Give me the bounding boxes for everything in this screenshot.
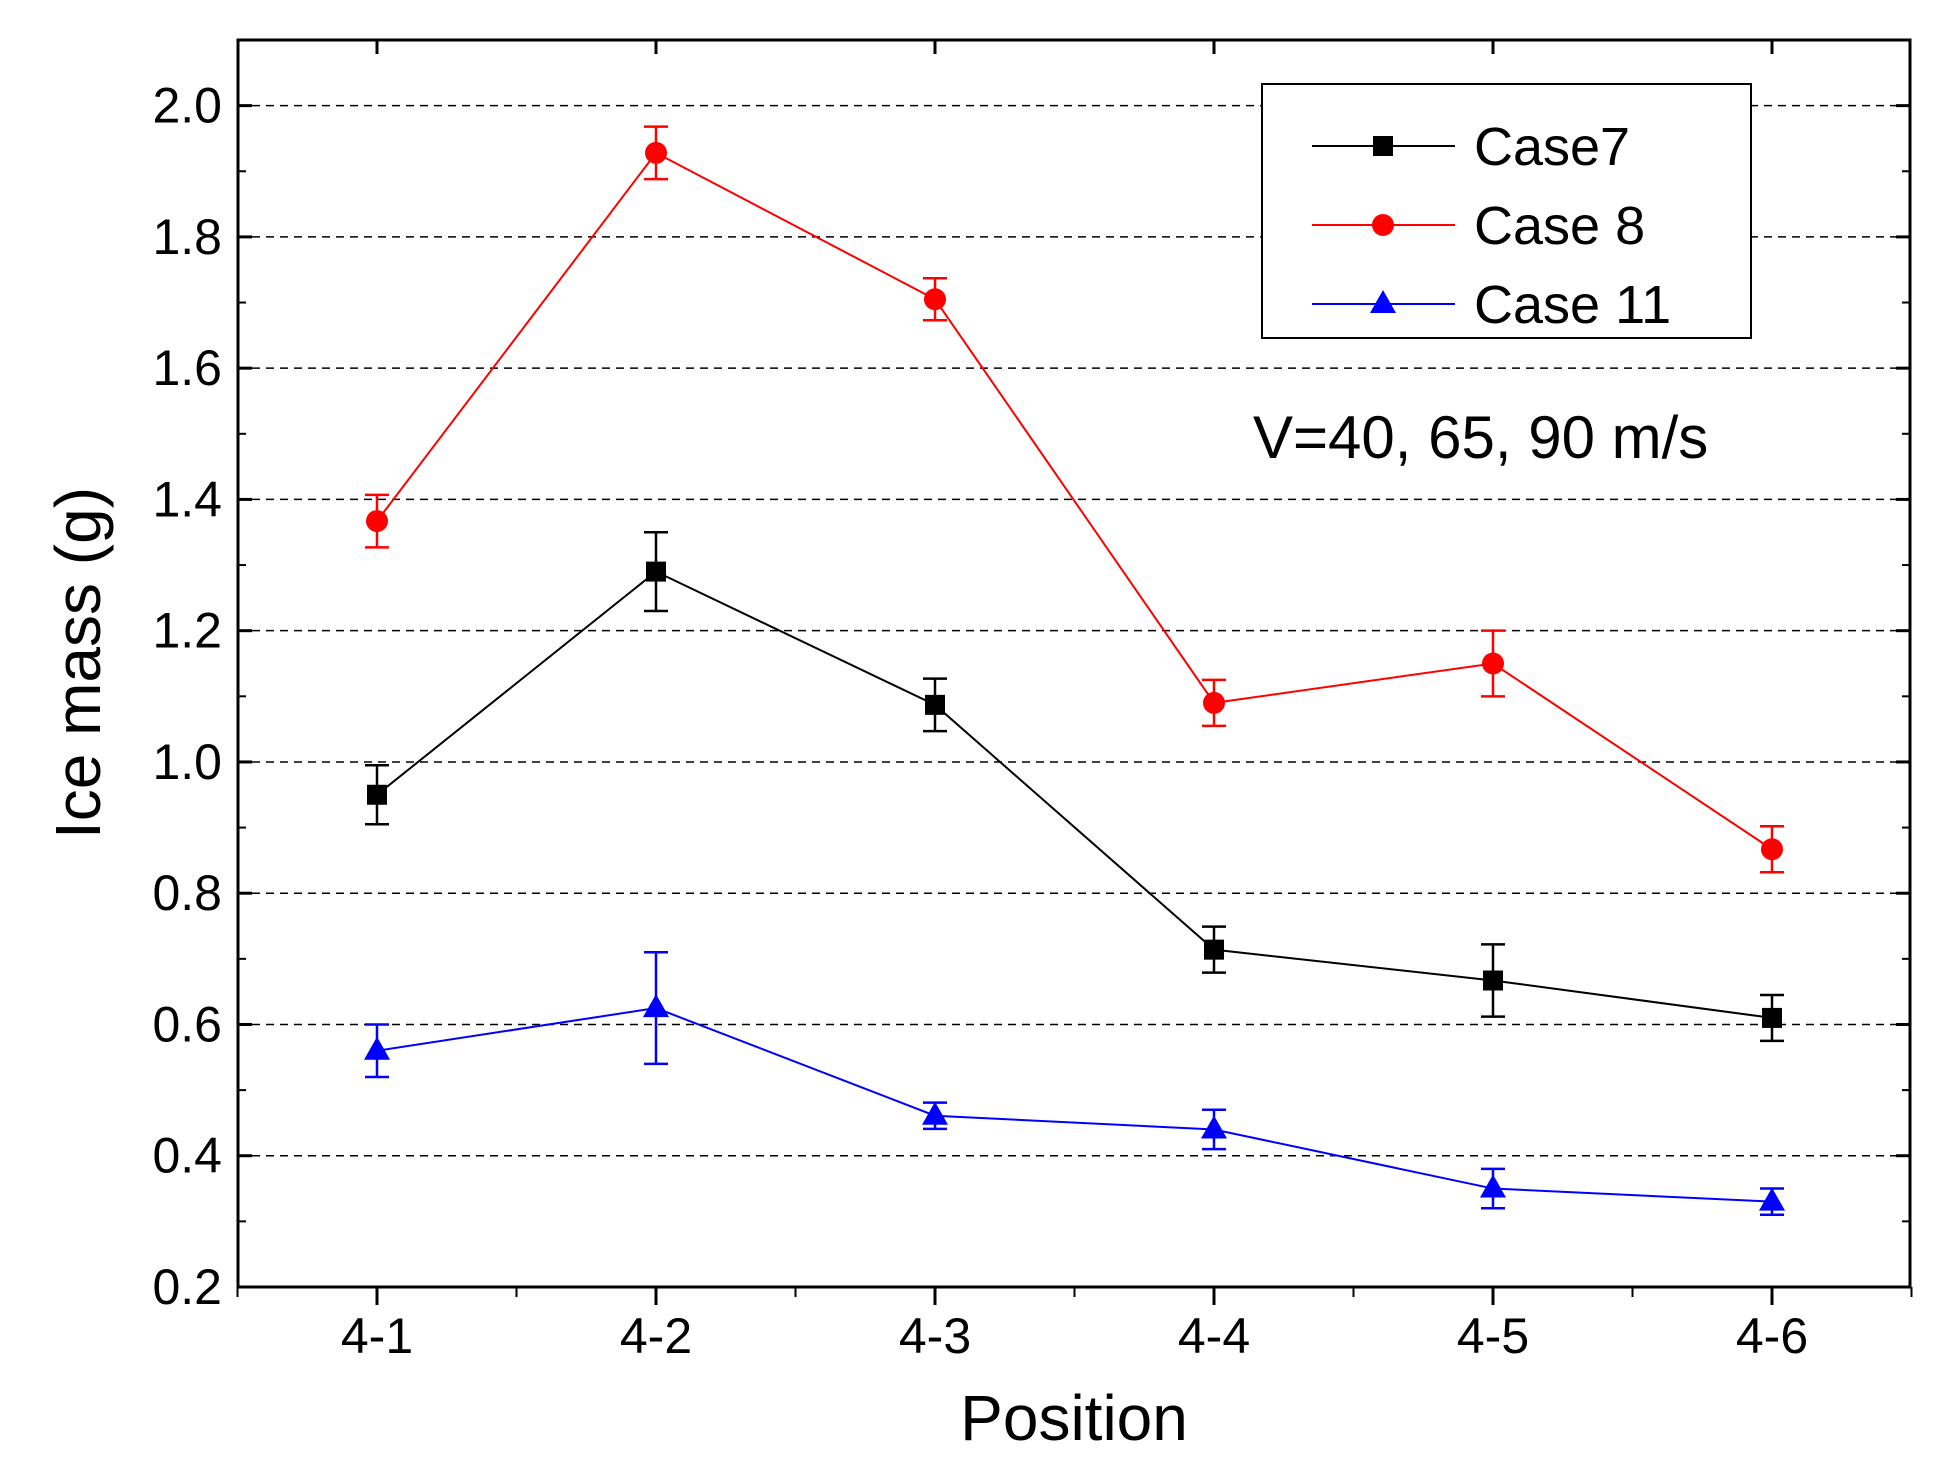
- axis-layer: 0.2 0.4 0.6 0.8 1.0 1.2 1.4 1.6 1.8 2.0 4-1 4-2 4-3 4…: [152, 40, 1913, 1364]
- y-tick-label: 0.6: [152, 996, 222, 1052]
- data-point: [1483, 970, 1503, 991]
- data-point: [1480, 1174, 1506, 1198]
- series-line: [376, 570, 1773, 1019]
- series-1: [365, 125, 1784, 874]
- annotation-text: V=40, 65, 90 m/s: [1253, 404, 1708, 471]
- y-axis-title: Ice mass (g): [42, 487, 114, 839]
- data-point: [367, 784, 387, 805]
- y-tick-label: 1.6: [152, 340, 222, 396]
- data-point: [366, 510, 388, 533]
- legend-label: Case7: [1474, 117, 1630, 177]
- x-tick-label: 4-3: [899, 1308, 971, 1364]
- data-point: [646, 561, 666, 582]
- x-tick-label: 4-5: [1457, 1308, 1529, 1364]
- series-2: [364, 951, 1785, 1217]
- y-tick-label: 1.8: [152, 209, 222, 265]
- legend-marker: [1373, 136, 1393, 156]
- data-point: [1762, 1007, 1782, 1028]
- data-point: [1201, 1115, 1227, 1139]
- legend: Case7 Case 8 Case 11: [1261, 83, 1752, 339]
- y-tick-label: 1.0: [152, 734, 222, 790]
- data-point: [1761, 838, 1783, 861]
- data-point: [1204, 939, 1224, 960]
- x-axis-title: Position: [960, 1382, 1188, 1454]
- legend-marker: [1372, 214, 1394, 236]
- data-point: [645, 141, 667, 164]
- y-tick-label: 0.4: [152, 1128, 222, 1184]
- legend-label: Case 8: [1474, 196, 1645, 256]
- legend-items: Case7 Case 8 Case 11: [1312, 117, 1671, 335]
- y-tick-label: 1.2: [152, 603, 222, 659]
- x-tick-label: 4-6: [1736, 1308, 1808, 1364]
- y-tick-label: 0.8: [152, 865, 222, 921]
- x-tick-label: 4-2: [620, 1308, 692, 1364]
- legend-box: [1261, 83, 1752, 339]
- series-line: [376, 151, 1773, 851]
- series-layer: [364, 125, 1785, 1217]
- legend-label: Case 11: [1474, 275, 1671, 335]
- plot-frame: [236, 38, 1912, 1289]
- y-tick-label: 1.4: [152, 471, 222, 527]
- series-line: [376, 1007, 1773, 1203]
- x-tick-label: 4-1: [341, 1308, 413, 1364]
- data-point: [1482, 652, 1504, 675]
- data-point: [643, 994, 669, 1018]
- data-point: [925, 694, 945, 715]
- data-point: [922, 1101, 948, 1125]
- data-point: [924, 288, 946, 311]
- y-tick-label: 0.2: [152, 1259, 222, 1315]
- data-point: [1759, 1187, 1785, 1211]
- data-point: [364, 1036, 390, 1060]
- y-tick-label: 2.0: [152, 78, 222, 134]
- data-point: [1203, 691, 1225, 714]
- x-tick-label: 4-4: [1178, 1308, 1250, 1364]
- legend-marker: [1370, 290, 1396, 313]
- series-0: [365, 530, 1784, 1043]
